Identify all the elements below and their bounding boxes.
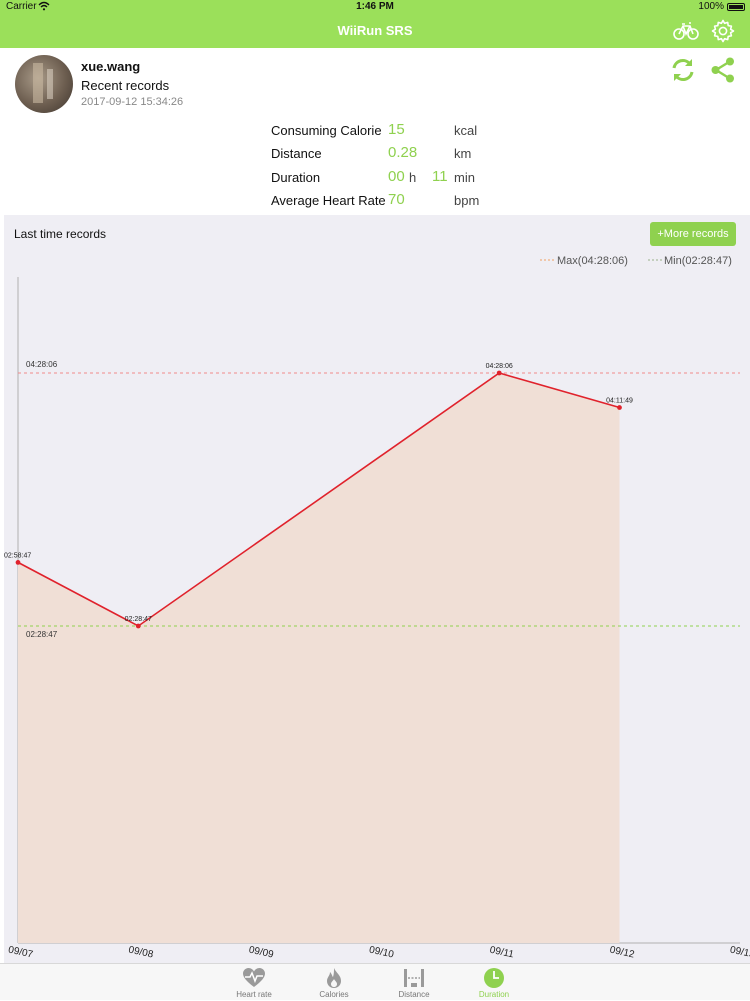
duration-hours: 00	[388, 168, 405, 185]
legend-max: Max(04:28:06)	[557, 255, 628, 267]
duration-row: Duration 00 h 11 min	[0, 166, 750, 188]
tab-heart-rate[interactable]: Heart rate	[214, 964, 294, 1001]
chart-panel: 04:28:06 02:28:47 Max(04:28:06) Min(02:2…	[4, 215, 750, 963]
distance-value: 0.28	[388, 144, 418, 161]
gear-icon[interactable]	[711, 19, 735, 43]
calorie-row: Consuming Calorie 15 kcal	[0, 119, 750, 141]
tab-duration-label: Duration	[478, 990, 510, 999]
calorie-value: 15	[388, 121, 405, 138]
distance-unit: km	[454, 146, 472, 161]
duration-label: Duration	[271, 170, 321, 185]
x-tick-09-07: 09/07	[7, 945, 34, 961]
calorie-label: Consuming Calorie	[271, 123, 382, 138]
duration-minutes: 11	[432, 168, 448, 185]
heart-rate-unit: bpm	[454, 193, 480, 208]
x-tick-09-08: 09/08	[127, 945, 154, 961]
tab-heart-rate-label: Heart rate	[236, 990, 272, 999]
status-bar: Carrier 1:46 PM 100%	[0, 0, 750, 14]
bicycle-icon[interactable]	[673, 19, 699, 43]
duration-chart: 04:28:06 02:28:47 Max(04:28:06) Min(02:2…	[4, 255, 750, 961]
clock-icon	[484, 968, 504, 988]
battery-percent: 100%	[698, 1, 724, 12]
tab-distance-label: Distance	[398, 990, 430, 999]
flame-icon	[327, 968, 341, 988]
refresh-icon[interactable]	[669, 56, 697, 84]
data-point-09-11[interactable]	[496, 370, 502, 376]
distance-label: Distance	[271, 146, 322, 161]
data-label-09-12: 04:11:49	[606, 398, 633, 405]
heart-rate-icon	[243, 968, 265, 987]
nav-bar: WiiRun SRS	[0, 14, 750, 48]
min-line-label: 02:28:47	[26, 630, 58, 639]
data-label-09-08: 02:28:47	[125, 616, 152, 623]
legend-min: Min(02:28:47)	[664, 255, 732, 267]
wifi-icon	[38, 1, 50, 13]
tab-distance[interactable]: Distance	[374, 964, 454, 1001]
carrier-label: Carrier	[6, 1, 37, 12]
data-point-09-12[interactable]	[617, 405, 622, 410]
tab-calories-label: Calories	[319, 990, 349, 999]
distance-row: Distance 0.28 km	[0, 142, 750, 164]
data-point-09-07[interactable]	[15, 559, 21, 565]
tab-duration[interactable]: Duration	[454, 964, 534, 1001]
duration-series-line	[17, 372, 620, 627]
app-title: WiiRun SRS	[337, 23, 413, 38]
record-datetime: 2017-09-12 15:34:26	[81, 96, 184, 108]
max-line-label: 04:28:06	[26, 360, 58, 369]
data-point-09-08[interactable]	[135, 623, 141, 629]
data-label-09-11: 04:28:06	[486, 363, 513, 370]
heart-rate-label: Average Heart Rate	[271, 193, 386, 208]
profile-header: xue.wang Recent records 2017-09-12 15:34…	[0, 48, 750, 118]
recent-records-label: Recent records	[81, 78, 170, 93]
duration-minutes-unit: min	[454, 170, 475, 185]
username: xue.wang	[81, 59, 141, 74]
duration-area	[18, 373, 620, 943]
x-tick-09-09: 09/09	[248, 945, 275, 961]
battery-icon	[727, 3, 745, 11]
data-label-09-07: 02:58:47	[4, 552, 31, 559]
x-tick-09-11: 09/11	[489, 945, 515, 961]
tab-calories[interactable]: Calories	[294, 964, 374, 1001]
x-tick-09-13: 09/13	[729, 945, 750, 961]
status-time: 1:46 PM	[356, 1, 394, 12]
calorie-unit: kcal	[454, 123, 478, 138]
duration-hours-unit: h	[409, 170, 417, 185]
heart-rate-value: 70	[388, 191, 405, 208]
tab-bar: Heart rate Calories Distance Duration	[0, 963, 750, 1000]
x-tick-09-12: 09/12	[609, 945, 636, 961]
chart-title: Last time records	[14, 227, 107, 241]
more-records-button[interactable]: +More records	[650, 222, 736, 246]
share-icon[interactable]	[709, 56, 737, 84]
avatar	[15, 55, 73, 113]
record-stats: Consuming Calorie 15 kcal Distance 0.28 …	[0, 118, 750, 214]
distance-icon	[404, 969, 424, 987]
x-tick-09-10: 09/10	[368, 945, 395, 961]
heart-rate-row: Average Heart Rate 70 bpm	[0, 189, 750, 211]
